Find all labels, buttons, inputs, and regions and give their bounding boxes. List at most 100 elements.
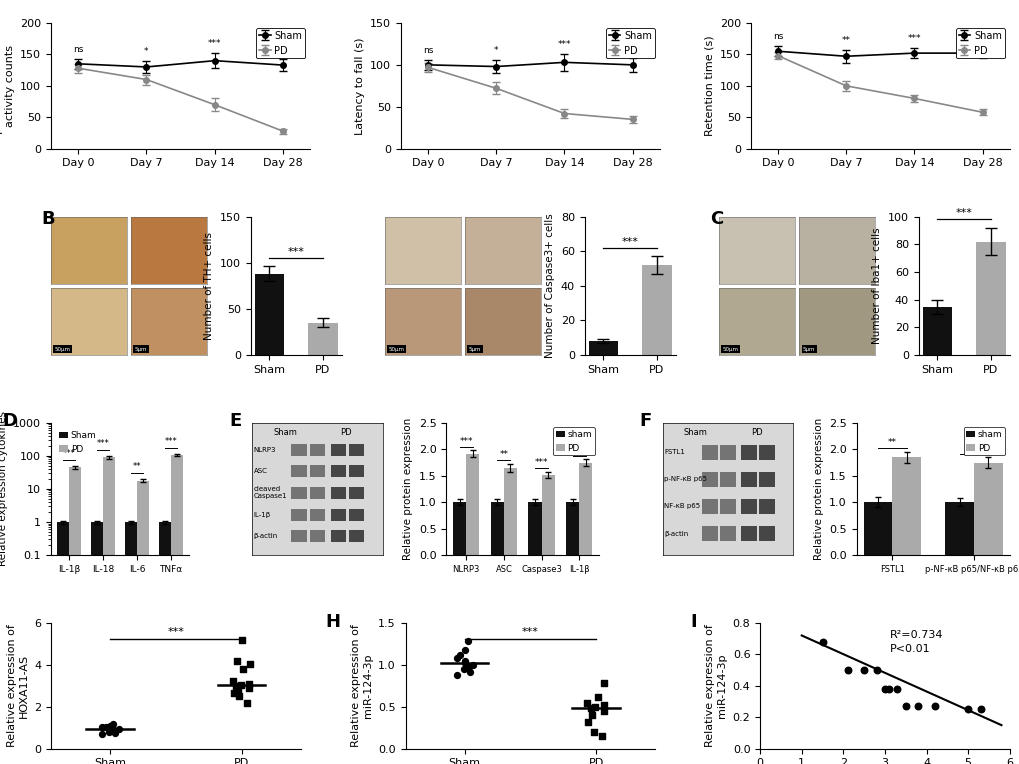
Y-axis label: Relative protein expression: Relative protein expression [813,418,822,560]
Bar [719,472,735,487]
Text: ***: *** [164,437,177,445]
Text: ***: *** [557,40,571,49]
Text: ***: *** [63,449,75,458]
Bar [528,502,541,555]
Point [101,725,117,737]
Text: E: E [228,413,240,430]
Bar [170,455,182,764]
Text: B: B [42,210,55,228]
Point [596,677,612,689]
Bar [348,465,364,478]
Bar [348,530,364,542]
Text: **: ** [499,450,507,459]
Bar [758,472,774,487]
Text: ns: ns [423,46,433,55]
Point [813,636,829,648]
Text: PD: PD [340,428,352,437]
Bar [137,481,149,764]
Text: ***: *** [955,208,972,218]
Bar [701,472,716,487]
Bar [719,499,735,514]
Point [461,662,477,674]
Bar [291,487,307,499]
Legend: Sham, PD: Sham, PD [605,28,654,59]
Bar [892,458,920,555]
Legend: Sham, PD: Sham, PD [55,427,100,457]
Text: ***: *** [622,237,638,247]
Y-axis label: Number of Caspase3+ cells: Number of Caspase3+ cells [545,213,554,358]
Bar [310,530,325,542]
Y-axis label: Number of Iba1+ cells: Number of Iba1+ cells [871,228,881,344]
Point [460,635,476,647]
Bar [348,444,364,455]
Text: I: I [690,613,696,631]
Point [579,697,595,709]
Point [595,699,611,711]
Bar [975,241,1005,355]
Point [457,655,473,667]
Text: cleaved
Caspase1: cleaved Caspase1 [254,487,287,500]
Point [971,704,987,716]
Bar [330,487,345,499]
Bar [330,444,345,455]
Y-axis label: Latency to fall (s): Latency to fall (s) [355,37,364,134]
Y-axis label: Number of TH+ cells: Number of TH+ cells [204,231,214,340]
Text: NF-κB p65: NF-κB p65 [663,503,700,510]
Point [909,700,925,712]
Text: 5μm: 5μm [135,347,147,351]
Text: ***: *** [975,34,988,43]
Bar [863,502,892,555]
Point [839,664,855,676]
Point [587,701,603,713]
Point [454,663,471,675]
Point [457,643,473,656]
Text: ***: *** [167,627,184,637]
Point [595,705,611,717]
Bar [758,526,774,541]
Bar [452,502,466,555]
Bar [310,487,325,499]
Bar [973,462,1002,555]
Point [462,665,478,678]
Point [457,657,473,669]
Bar [291,509,307,520]
Text: 50μm: 50μm [722,347,738,351]
Point [959,704,975,716]
Y-axis label: Retention time (s): Retention time (s) [703,35,713,136]
Point [593,730,609,743]
Y-axis label: Relative expression cytokines: Relative expression cytokines [0,412,8,566]
Bar [91,522,103,764]
Text: F: F [639,413,651,430]
Point [228,655,245,667]
Bar [758,445,774,460]
Text: ***: *** [534,458,548,467]
Bar [740,445,756,460]
Text: FSTL1: FSTL1 [663,449,685,455]
Point [855,664,871,676]
Bar [57,522,69,764]
Point [224,675,240,687]
Text: β-actin: β-actin [254,533,277,539]
Point [229,684,246,696]
Point [238,697,255,709]
Bar [330,509,345,520]
Text: **: ** [887,439,896,447]
Bar [291,530,307,542]
Point [867,664,883,676]
Point [880,683,897,695]
Bar [740,499,756,514]
Point [451,649,468,661]
Bar [310,509,325,520]
Bar [466,454,479,555]
Bar [310,465,325,478]
Text: PD: PD [750,428,761,437]
Point [106,724,122,736]
Legend: sham, PD: sham, PD [963,427,1005,455]
Y-axis label: Relative expression of
HOXA11-AS: Relative expression of HOXA11-AS [7,624,29,747]
Bar [308,322,337,355]
Point [94,728,110,740]
Text: **: ** [132,462,141,471]
Bar [642,265,671,355]
Point [876,683,893,695]
Text: 50μm: 50μm [55,347,70,351]
